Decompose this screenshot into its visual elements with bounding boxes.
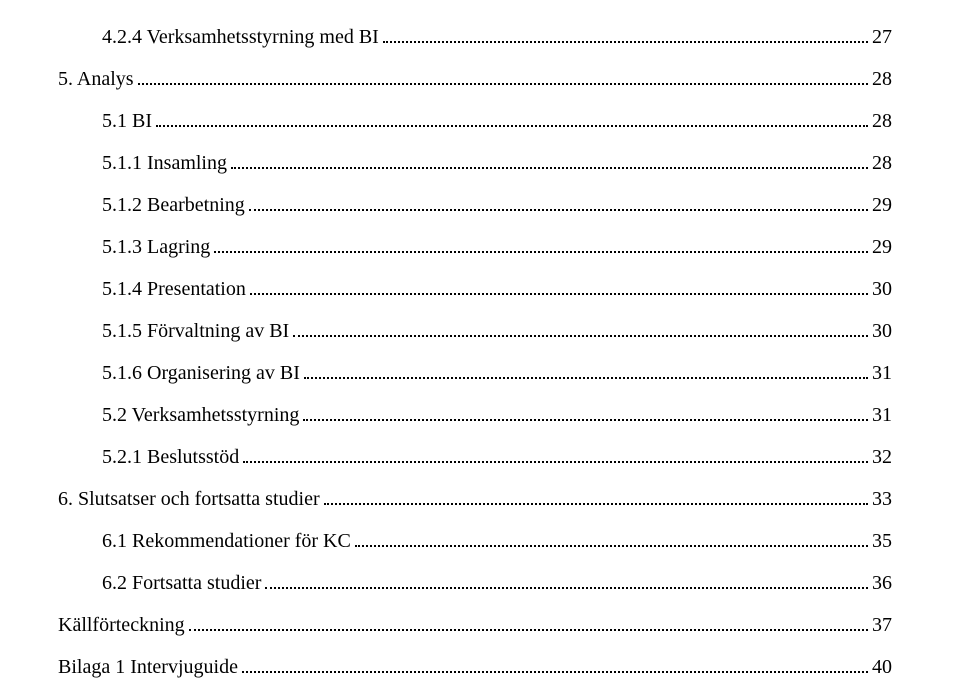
toc-entry-page: 40: [872, 652, 892, 682]
toc-dot-leader: [265, 571, 868, 589]
toc-entry: 6.2 Fortsatta studier 36: [58, 568, 892, 598]
toc-entry-page: 31: [872, 358, 892, 388]
toc-entry-label: 5.1.4 Presentation: [102, 274, 246, 304]
toc-entry-label: 6.2 Fortsatta studier: [102, 568, 261, 598]
toc-dot-leader: [355, 529, 868, 547]
toc-entry: 5.1.2 Bearbetning 29: [58, 190, 892, 220]
toc-dot-leader: [303, 403, 868, 421]
toc-dot-leader: [250, 277, 868, 295]
toc-entry-page: 31: [872, 400, 892, 430]
toc-dot-leader: [243, 445, 868, 463]
toc-dot-leader: [324, 487, 868, 505]
toc-entry-label: Bilaga 1 Intervjuguide: [58, 652, 238, 682]
toc-entry: Källförteckning 37: [58, 610, 892, 640]
toc-entry: 6. Slutsatser och fortsatta studier 33: [58, 484, 892, 514]
toc-entry-label: 5. Analys: [58, 64, 134, 94]
toc-dot-leader: [189, 613, 868, 631]
toc-dot-leader: [242, 655, 868, 673]
toc-entry-page: 28: [872, 64, 892, 94]
toc-entry-page: 30: [872, 316, 892, 346]
toc-entry: 5.1.1 Insamling 28: [58, 148, 892, 178]
toc-entry-label: 5.1.2 Bearbetning: [102, 190, 245, 220]
toc-entry-page: 28: [872, 106, 892, 136]
toc-entry-page: 27: [872, 22, 892, 52]
toc-entry-page: 37: [872, 610, 892, 640]
toc-entry: 4.2.4 Verksamhetsstyrning med BI 27: [58, 22, 892, 52]
toc-dot-leader: [293, 319, 868, 337]
toc-entry-label: 5.1.6 Organisering av BI: [102, 358, 300, 388]
toc-entry: 5. Analys 28: [58, 64, 892, 94]
toc-dot-leader: [249, 193, 868, 211]
toc-dot-leader: [138, 67, 868, 85]
toc-entry-label: 6.1 Rekommendationer för KC: [102, 526, 351, 556]
toc-entry: 5.1.5 Förvaltning av BI 30: [58, 316, 892, 346]
toc-entry-label: 5.2.1 Beslutsstöd: [102, 442, 239, 472]
toc-dot-leader: [156, 109, 868, 127]
toc-entry-label: 5.1.1 Insamling: [102, 148, 227, 178]
toc-entry-page: 32: [872, 442, 892, 472]
toc-entry-page: 33: [872, 484, 892, 514]
toc-entry: Bilaga 1 Intervjuguide 40: [58, 652, 892, 682]
toc-entry-page: 35: [872, 526, 892, 556]
toc-entry: 5.2.1 Beslutsstöd 32: [58, 442, 892, 472]
toc-entry-page: 30: [872, 274, 892, 304]
toc-entry-page: 36: [872, 568, 892, 598]
toc-entry: 5.1.6 Organisering av BI 31: [58, 358, 892, 388]
toc-entry-page: 29: [872, 190, 892, 220]
toc-dot-leader: [304, 361, 868, 379]
toc-entry: 5.2 Verksamhetsstyrning 31: [58, 400, 892, 430]
toc-entry-label: 5.2 Verksamhetsstyrning: [102, 400, 299, 430]
toc-entry-label: 6. Slutsatser och fortsatta studier: [58, 484, 320, 514]
toc-entry: 6.1 Rekommendationer för KC 35: [58, 526, 892, 556]
toc-entry-label: 5.1 BI: [102, 106, 152, 136]
toc-entry: 5.1.3 Lagring 29: [58, 232, 892, 262]
toc-entry-page: 28: [872, 148, 892, 178]
toc-dot-leader: [214, 235, 868, 253]
toc-entry-page: 29: [872, 232, 892, 262]
toc-dot-leader: [231, 151, 868, 169]
toc-entry-label: 5.1.5 Förvaltning av BI: [102, 316, 289, 346]
toc-entry-label: 4.2.4 Verksamhetsstyrning med BI: [102, 22, 379, 52]
toc-entry: 5.1 BI 28: [58, 106, 892, 136]
toc-entry-label: Källförteckning: [58, 610, 185, 640]
table-of-contents: 4.2.4 Verksamhetsstyrning med BI 27 5. Ana…: [58, 22, 892, 682]
toc-entry-label: 5.1.3 Lagring: [102, 232, 210, 262]
toc-entry: 5.1.4 Presentation 30: [58, 274, 892, 304]
toc-dot-leader: [383, 25, 868, 43]
